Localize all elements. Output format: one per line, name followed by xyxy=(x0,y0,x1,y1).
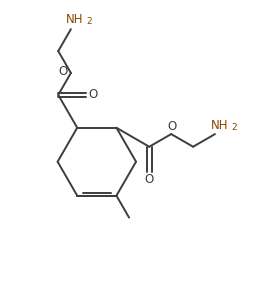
Text: O: O xyxy=(58,65,68,78)
Text: NH: NH xyxy=(66,13,83,26)
Text: 2: 2 xyxy=(86,17,92,26)
Text: O: O xyxy=(168,120,177,133)
Text: O: O xyxy=(89,88,98,101)
Text: 2: 2 xyxy=(232,123,237,132)
Text: O: O xyxy=(145,173,154,185)
Text: NH: NH xyxy=(211,119,229,132)
